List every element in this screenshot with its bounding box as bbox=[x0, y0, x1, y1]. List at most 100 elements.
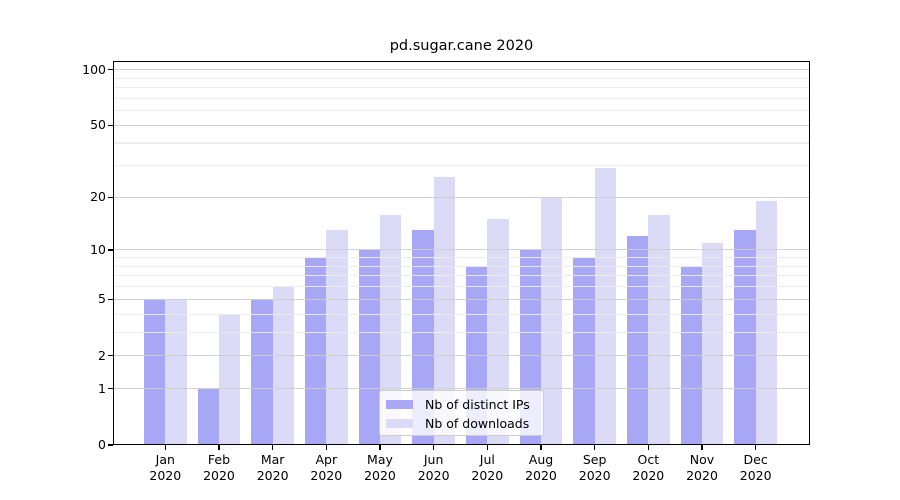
x-axis-month-line: Jul bbox=[479, 452, 495, 467]
bar-nb-of-downloads-aug bbox=[540, 197, 563, 445]
bar-nb-of-distinct-ips-apr bbox=[304, 257, 327, 445]
legend-item-distinct-ips: Nb of distinct IPs bbox=[380, 395, 543, 414]
x-axis-tick-mark bbox=[594, 445, 596, 450]
x-axis-year-line: 2020 bbox=[525, 467, 557, 483]
y-axis-tick-label: 5 bbox=[98, 291, 106, 307]
gridline-major bbox=[113, 355, 810, 357]
x-axis-month-label: Jan 2020 bbox=[123, 452, 207, 483]
x-axis-month-label: Feb 2020 bbox=[177, 452, 261, 483]
gridline-minor bbox=[113, 97, 810, 99]
x-axis-month-line: Dec bbox=[743, 452, 768, 467]
x-axis-year-line: 2020 bbox=[256, 467, 289, 483]
legend-label-downloads: Nb of downloads bbox=[425, 415, 530, 431]
bar-nb-of-downloads-oct bbox=[648, 214, 670, 445]
bar-nb-of-distinct-ips-jan bbox=[143, 299, 166, 445]
y-axis-tick-mark bbox=[108, 124, 113, 126]
x-axis-month-label: Jun 2020 bbox=[392, 452, 476, 483]
y-axis-tick-label: 1 bbox=[98, 380, 106, 396]
legend-swatch-distinct-ips bbox=[386, 399, 413, 410]
gridline-minor bbox=[113, 77, 810, 79]
x-axis-tick-mark bbox=[218, 445, 220, 450]
x-axis-tick-mark bbox=[164, 445, 166, 450]
x-axis-year-line: 2020 bbox=[632, 467, 665, 483]
x-axis-month-label: May 2020 bbox=[338, 452, 422, 483]
x-axis-year-line: 2020 bbox=[471, 467, 504, 483]
gridline-minor bbox=[113, 286, 810, 288]
gridline-minor bbox=[113, 265, 810, 267]
x-axis-tick-mark bbox=[755, 445, 757, 450]
x-axis-month-label: Mar 2020 bbox=[231, 452, 315, 483]
x-axis-year-line: 2020 bbox=[310, 467, 343, 483]
gridline-major bbox=[113, 69, 810, 71]
gridline-major bbox=[113, 196, 810, 198]
x-axis-year-line: 2020 bbox=[203, 467, 235, 483]
x-axis-year-line: 2020 bbox=[578, 467, 611, 483]
x-axis-month-label: Dec 2020 bbox=[714, 452, 798, 483]
y-axis-tick-label: 0 bbox=[98, 436, 106, 452]
gridline-minor bbox=[113, 257, 810, 259]
bar-nb-of-distinct-ips-feb bbox=[197, 388, 219, 445]
bar-nb-of-downloads-apr bbox=[326, 230, 348, 445]
gridline-major bbox=[113, 298, 810, 300]
bar-nb-of-downloads-sep bbox=[594, 168, 617, 445]
bar-nb-of-downloads-jun bbox=[433, 176, 456, 445]
legend-item-downloads: Nb of downloads bbox=[380, 414, 543, 433]
x-axis-year-line: 2020 bbox=[149, 467, 182, 483]
legend-label-distinct-ips: Nb of distinct IPs bbox=[425, 396, 530, 412]
bar-nb-of-downloads-dec bbox=[755, 201, 778, 445]
x-axis-month-line: May bbox=[367, 452, 393, 467]
x-axis-month-line: Apr bbox=[315, 452, 338, 467]
legend-swatch-downloads bbox=[386, 418, 413, 429]
y-axis-tick-mark bbox=[108, 387, 113, 390]
bar-nb-of-distinct-ips-sep bbox=[573, 257, 595, 445]
x-axis-month-label: Jul 2020 bbox=[445, 452, 529, 483]
x-axis-month-label: Oct 2020 bbox=[606, 452, 690, 483]
x-axis-month-line: Aug bbox=[528, 452, 554, 467]
x-axis-tick-mark bbox=[647, 445, 649, 450]
gridline-minor bbox=[113, 331, 810, 333]
y-axis-tick-mark bbox=[108, 249, 113, 251]
gridline-minor bbox=[113, 165, 810, 167]
x-axis-tick-mark bbox=[486, 445, 488, 450]
x-axis-tick-mark bbox=[433, 445, 435, 450]
y-axis-tick-mark bbox=[108, 298, 113, 300]
gridline-minor bbox=[113, 110, 810, 112]
x-axis-tick-mark bbox=[701, 445, 703, 450]
x-axis-month-line: Jan bbox=[155, 452, 175, 467]
bar-nb-of-downloads-may bbox=[379, 214, 402, 445]
gridline-minor bbox=[113, 142, 810, 144]
y-axis-tick-mark bbox=[108, 69, 113, 71]
x-axis-month-label: Apr 2020 bbox=[284, 452, 368, 483]
legend: Nb of distinct IPs Nb of downloads bbox=[379, 390, 544, 436]
chart-title: pd.sugar.cane 2020 bbox=[389, 38, 534, 54]
bar-nb-of-downloads-mar bbox=[272, 286, 295, 445]
gridline-major bbox=[113, 387, 810, 390]
gridline-minor bbox=[113, 87, 810, 89]
bar-nb-of-downloads-jan bbox=[165, 299, 187, 445]
bar-nb-of-distinct-ips-oct bbox=[626, 236, 649, 445]
bar-nb-of-downloads-feb bbox=[218, 314, 241, 445]
x-axis-year-line: 2020 bbox=[739, 467, 772, 483]
x-axis-tick-mark bbox=[271, 445, 274, 450]
y-axis-tick-label: 20 bbox=[90, 189, 106, 205]
x-axis-month-label: Aug 2020 bbox=[499, 452, 583, 483]
gridline-major bbox=[113, 249, 810, 251]
x-axis-month-line: Mar bbox=[260, 452, 285, 467]
x-axis-tick-mark bbox=[540, 445, 542, 450]
y-axis-tick-label: 2 bbox=[98, 347, 106, 363]
x-axis-month-line: Jun bbox=[423, 452, 444, 467]
y-axis-tick-label: 100 bbox=[82, 61, 106, 77]
y-axis-tick-mark bbox=[108, 196, 113, 199]
x-axis-month-line: Feb bbox=[207, 452, 231, 467]
gridline-major bbox=[113, 124, 810, 126]
x-axis-month-line: Nov bbox=[689, 452, 715, 467]
y-axis-tick-mark bbox=[108, 444, 113, 446]
x-axis-month-line: Oct bbox=[637, 452, 660, 467]
y-axis-tick-label: 10 bbox=[90, 241, 106, 257]
x-axis-year-line: 2020 bbox=[686, 467, 718, 483]
y-axis-tick-mark bbox=[108, 354, 113, 357]
x-axis-month-line: Sep bbox=[582, 452, 607, 467]
bar-nb-of-distinct-ips-may bbox=[358, 249, 380, 445]
bar-nb-of-downloads-nov bbox=[702, 242, 724, 445]
